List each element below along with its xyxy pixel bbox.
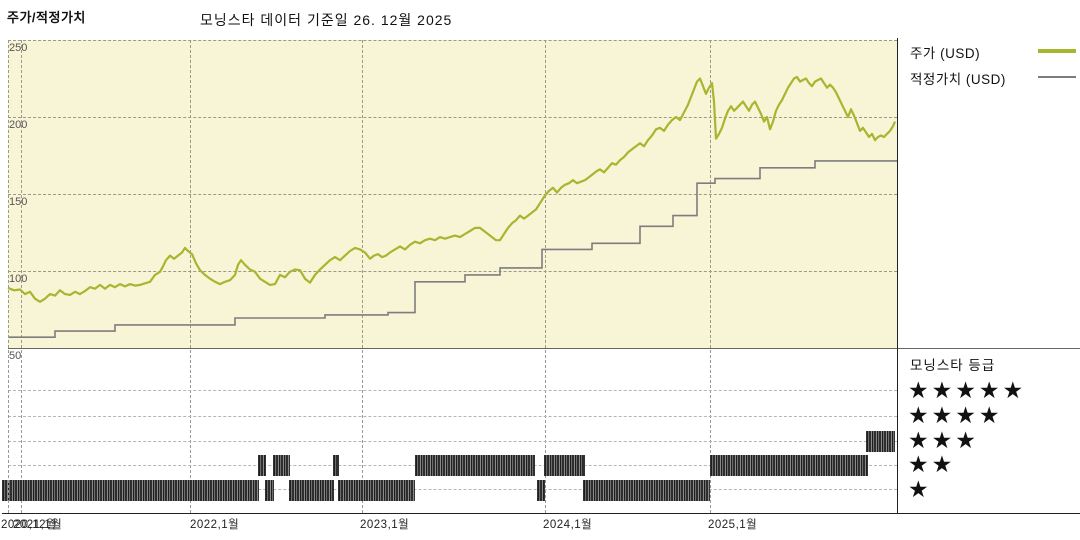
rating-bar-2star: [415, 455, 535, 476]
rating-bar-2star: [273, 455, 290, 476]
rating-bar-1star: [2, 480, 259, 501]
legend-panel-divider: [897, 38, 898, 513]
rating-bar-2star: [544, 455, 585, 476]
star-row-5: ★★★★★: [908, 377, 1027, 403]
v-gridline: [710, 40, 711, 513]
section-title: 주가/적정가치: [7, 10, 86, 25]
x-tick-label: 2025,1월: [708, 519, 758, 531]
rating-bar-1star: [537, 480, 545, 501]
plot-top-border: [8, 40, 897, 41]
x-tick-label: 2024,1월: [543, 519, 593, 531]
legend-fair-value-label: 적정가치 (USD): [910, 72, 1006, 87]
rating-bar-1star: [265, 480, 274, 501]
v-gridline: [190, 40, 191, 513]
fair-value-line-swatch: [1038, 76, 1076, 78]
star-row-3: ★★★: [908, 427, 979, 453]
rating-bar-1star: [338, 480, 415, 501]
price-line-swatch: [1038, 49, 1076, 53]
x-tick-label: 2020,12월: [1, 519, 58, 531]
x-tick-label: 2021,1월: [13, 519, 63, 531]
rating-bar-2star: [258, 455, 266, 476]
h-gridline: [8, 194, 897, 195]
y-tick-label: 250: [9, 42, 28, 54]
y-tick-label: 150: [9, 196, 28, 208]
rating-bar-2star: [710, 455, 868, 476]
rating-bar-1star: [289, 480, 334, 501]
h-gridline: [8, 271, 897, 272]
rating-bar-3star: [866, 431, 895, 452]
y-tick-label: 100: [9, 273, 28, 285]
y-tick-label: 50: [9, 350, 22, 362]
rating-panel-title: 모닝스타 등급: [910, 358, 996, 373]
legend-price-label: 주가 (USD): [910, 46, 981, 61]
x-tick-label: 2023,1월: [360, 519, 410, 531]
chart-title: 모닝스타 데이터 기준일 26. 12월 2025: [200, 12, 453, 28]
rating-bar-1star: [583, 480, 710, 501]
plot-left-border: [8, 40, 9, 513]
star-row-4: ★★★★: [908, 402, 1003, 428]
rating-row-guide: [8, 416, 897, 417]
rating-section-divider: [8, 348, 1080, 349]
x-axis-line: [2, 513, 1080, 514]
star-row-2: ★★: [908, 451, 956, 477]
rating-bar-2star: [333, 455, 339, 476]
star-row-1: ★: [908, 476, 932, 502]
rating-row-guide: [8, 489, 897, 490]
h-gridline: [8, 117, 897, 118]
y-tick-label: 200: [9, 119, 28, 131]
x-tick-label: 2022,1월: [190, 519, 240, 531]
rating-row-guide: [8, 441, 897, 442]
v-gridline: [362, 40, 363, 513]
v-gridline: [545, 40, 546, 513]
rating-row-guide: [8, 390, 897, 391]
